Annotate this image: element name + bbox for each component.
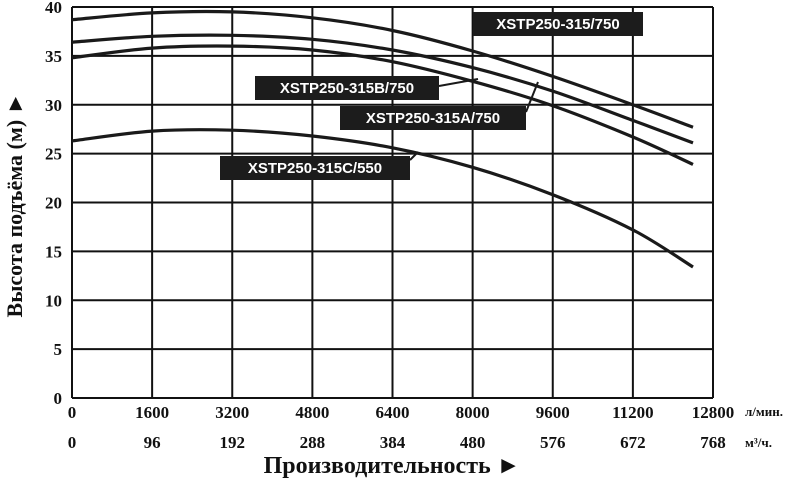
x2-tick-label: 768: [700, 433, 726, 452]
series-label: XSTP250-315/750: [496, 16, 619, 33]
y-tick-label: 35: [45, 47, 62, 66]
series-label: XSTP250-315A/750: [366, 110, 500, 127]
series-curve-2: [71, 44, 694, 166]
x-tick-label: 9600: [536, 403, 570, 422]
y-tick-label: 20: [45, 194, 62, 213]
x2-tick-label: 0: [68, 433, 77, 452]
x-axis-title: Производительность ►: [264, 453, 521, 479]
x2-tick-label: 384: [380, 433, 406, 452]
series-label-leader: [409, 151, 419, 161]
series-curve-0: [71, 9, 694, 129]
series-label: XSTP250-315B/750: [280, 80, 414, 97]
y-tick-label: 5: [54, 340, 63, 359]
series-label-leader: [525, 81, 539, 113]
x2-tick-label: 96: [144, 433, 161, 452]
x-tick-label: 4800: [295, 403, 329, 422]
x-tick-label: 6400: [376, 403, 410, 422]
x-tick-label: 1600: [135, 403, 169, 422]
x2-tick-label: 576: [540, 433, 566, 452]
y-tick-label: 30: [45, 96, 62, 115]
y-tick-label: 10: [45, 291, 62, 310]
series-curve-3: [71, 128, 694, 269]
grid: [71, 6, 714, 399]
x-axis-unit: л/мин.: [745, 404, 783, 419]
series-curves: [71, 9, 694, 269]
x-tick-label: 8000: [456, 403, 490, 422]
x-tick-label: 0: [68, 403, 77, 422]
x-tick-label: 11200: [612, 403, 654, 422]
y-tick-label: 0: [54, 389, 63, 408]
series-label-box: [473, 12, 643, 36]
x-tick-label: 3200: [215, 403, 249, 422]
x2-axis-unit: м³/ч.: [745, 435, 772, 450]
x-tick-label: 12800: [692, 403, 735, 422]
series-labels: XSTP250-315/750 XSTP250-315B/750 XSTP250-3…: [220, 12, 643, 180]
series-label-leader: [438, 78, 479, 87]
series-label-box: [220, 156, 410, 180]
y-tick-label: 15: [45, 242, 62, 261]
x2-tick-label: 288: [300, 433, 326, 452]
x2-tick-label: 480: [460, 433, 486, 452]
y-axis-title: Высота подъёма (м) ►: [2, 93, 27, 318]
y-tick-label: 40: [45, 0, 62, 17]
y-tick-label: 25: [45, 145, 62, 164]
series-label: XSTP250-315C/550: [248, 160, 382, 177]
series-label-box: [255, 76, 439, 100]
series-curve-1: [71, 33, 694, 145]
x2-tick-label: 672: [620, 433, 646, 452]
series-label-box: [340, 106, 526, 130]
x2-tick-label: 192: [220, 433, 246, 452]
